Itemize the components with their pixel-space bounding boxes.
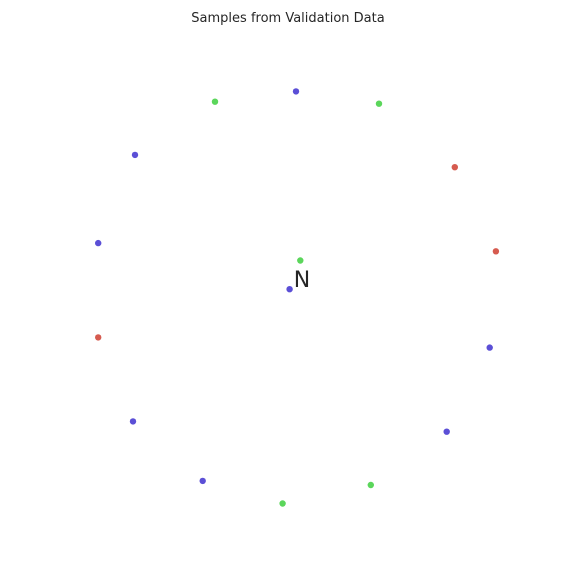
scatter-point-blue	[443, 428, 450, 435]
scatter-point-green	[297, 257, 304, 264]
scatter-point-red	[451, 164, 458, 171]
scatter-point-green	[279, 500, 286, 507]
scatter-point-red	[95, 334, 102, 341]
scatter-point-green	[211, 98, 219, 105]
scatter-point-green	[367, 481, 374, 489]
points-layer	[95, 88, 500, 507]
scatter-point-red	[492, 248, 500, 255]
scatter-point-blue	[95, 239, 102, 247]
chart-title: Samples from Validation Data	[191, 11, 384, 26]
scatter-point-blue	[286, 286, 293, 293]
scatter-point-blue	[131, 151, 139, 159]
scatter-point-blue	[129, 418, 137, 425]
scatter-point-blue	[199, 477, 206, 485]
center-label: N	[294, 268, 310, 293]
scatter-point-blue	[292, 88, 300, 95]
scatter-point-blue	[486, 344, 493, 351]
scatter-point-green	[375, 100, 383, 107]
